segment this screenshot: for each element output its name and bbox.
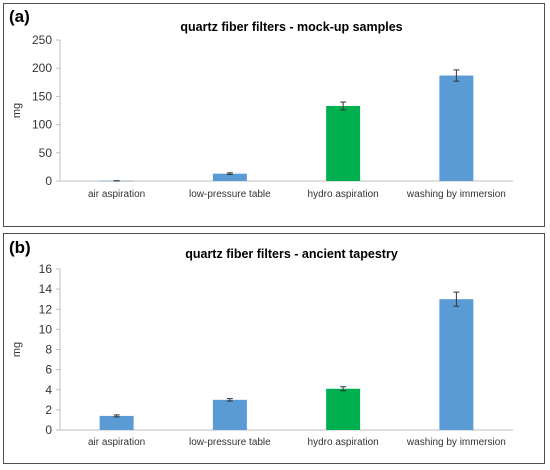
y-tick-label: 8	[45, 343, 52, 357]
y-tick-label: 100	[32, 118, 52, 132]
y-tick-label: 10	[39, 322, 53, 336]
bar-washing-by-immersion	[439, 75, 474, 181]
bar-air-aspiration	[99, 415, 134, 430]
x-tick-label: washing by immersion	[406, 189, 506, 200]
x-tick-label: air aspiration	[88, 189, 145, 200]
chart-title: quartz fiber filters - ancient tapestry	[185, 247, 398, 261]
y-tick-label: 0	[45, 423, 52, 437]
bar-hydro-aspiration	[326, 388, 361, 430]
bar-hydro-aspiration	[326, 105, 361, 181]
x-tick-label: hydro aspiration	[308, 189, 379, 200]
y-tick-label: 200	[32, 61, 52, 75]
y-tick-label: 50	[39, 146, 53, 160]
y-tick-label: 250	[32, 33, 52, 47]
y-tick-label: 16	[39, 262, 53, 276]
y-tick-label: 150	[32, 89, 52, 103]
y-axis-label: mg	[11, 103, 23, 118]
x-tick-label: low-pressure table	[189, 189, 271, 200]
y-tick-label: 0	[45, 174, 52, 188]
x-tick-label: hydro aspiration	[308, 437, 379, 448]
panel-label-b: (b)	[9, 238, 31, 257]
y-tick-label: 14	[39, 282, 53, 296]
y-tick-label: 12	[39, 302, 53, 316]
chart-mockup-samples: quartz fiber filters - mock-up samples 0 5…	[11, 20, 513, 200]
x-tick-label: air aspiration	[88, 437, 145, 448]
bar-washing-by-immersion	[439, 299, 474, 430]
chart-title: quartz fiber filters - mock-up samples	[180, 20, 402, 34]
y-tick-label: 4	[45, 383, 52, 397]
bar-low-pressure-table	[212, 173, 247, 181]
y-axis-label: mg	[11, 342, 23, 357]
x-tick-label: washing by immersion	[406, 437, 506, 448]
y-tick-label: 6	[45, 363, 52, 377]
bar-low-pressure-table	[212, 399, 247, 430]
panel-label-a: (a)	[9, 7, 30, 26]
x-tick-label: low-pressure table	[189, 437, 271, 448]
y-tick-label: 2	[45, 403, 52, 417]
